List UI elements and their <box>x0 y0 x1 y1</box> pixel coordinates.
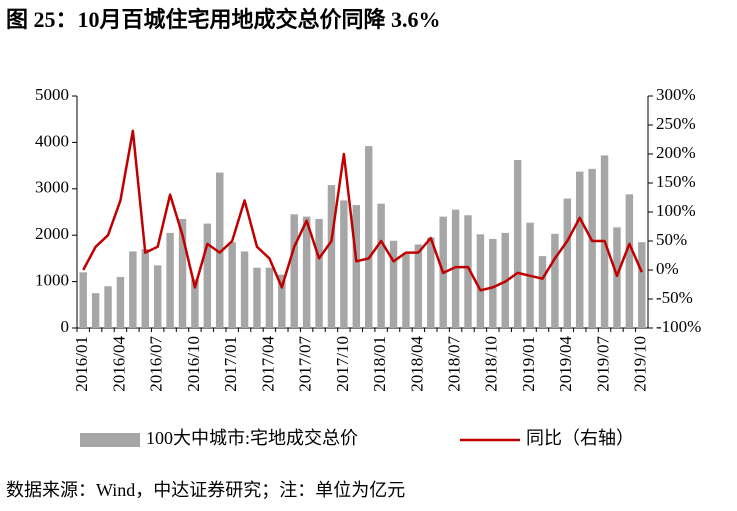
bar <box>116 276 125 328</box>
bar <box>364 146 373 328</box>
legend-label: 同比（右轴） <box>526 428 634 448</box>
bar <box>414 244 423 328</box>
bar <box>104 286 112 328</box>
y-tick-label: 2000 <box>35 224 69 243</box>
bar <box>389 240 398 328</box>
x-tick-label: 2019/04 <box>556 336 575 392</box>
legend-label: 100大中城市:宅地成交总价 <box>146 428 358 448</box>
bar <box>327 185 336 328</box>
bar <box>203 223 212 328</box>
source-note: 数据来源：Wind，中达证券研究；注：单位为亿元 <box>6 480 405 500</box>
bar <box>178 218 187 328</box>
bar <box>489 238 497 328</box>
bar <box>377 203 385 328</box>
x-tick-label: 2016/01 <box>72 336 91 392</box>
bar <box>352 205 361 328</box>
x-tick-label: 2017/04 <box>258 336 277 392</box>
y2-tick-label: -100% <box>656 317 701 336</box>
bar <box>315 218 323 328</box>
bar <box>588 168 596 328</box>
bar <box>513 160 522 328</box>
legend-swatch <box>80 433 140 447</box>
bar <box>153 265 162 328</box>
bar <box>265 267 274 328</box>
bar <box>638 242 646 328</box>
y-tick-label: 1000 <box>35 271 69 290</box>
bar <box>538 256 547 328</box>
bar <box>302 216 311 328</box>
y-tick-label: 3000 <box>35 178 69 197</box>
line <box>82 129 643 292</box>
bar <box>278 274 286 328</box>
y2-tick-label: 50% <box>656 230 687 249</box>
y-tick-label: 5000 <box>35 85 69 104</box>
bar <box>191 279 199 328</box>
x-tick-label: 2018/04 <box>407 336 426 392</box>
bar <box>451 209 460 328</box>
bar <box>129 251 137 328</box>
bar <box>240 251 249 328</box>
bar <box>464 215 472 328</box>
y2-tick-label: -50% <box>656 288 693 307</box>
bar <box>290 214 298 328</box>
x-tick-label: 2018/07 <box>445 336 464 392</box>
bar <box>166 232 174 328</box>
x-tick-label: 2017/07 <box>296 336 315 392</box>
x-tick-label: 2017/10 <box>333 336 352 392</box>
x-tick-label: 2018/10 <box>482 336 501 392</box>
bar <box>576 171 584 328</box>
bar <box>228 242 236 328</box>
bar <box>91 293 100 328</box>
y2-tick-label: 250% <box>656 114 696 133</box>
bar <box>402 253 410 328</box>
x-tick-label: 2016/10 <box>184 336 203 392</box>
y2-tick-label: 150% <box>656 172 696 191</box>
y-tick-label: 4000 <box>35 131 69 150</box>
y2-tick-label: 100% <box>656 201 696 220</box>
x-tick-label: 2016/04 <box>109 336 128 392</box>
y2-tick-label: 300% <box>656 85 696 104</box>
bar <box>253 267 261 328</box>
x-tick-label: 2019/10 <box>631 336 650 392</box>
bar <box>613 227 621 328</box>
x-tick-label: 2018/01 <box>370 336 389 392</box>
bar <box>625 194 634 328</box>
bar <box>476 234 485 328</box>
chart-title: 图 25：10月百城住宅用地成交总价同降 3.6% <box>6 7 441 32</box>
y-tick-label: 0 <box>61 317 70 336</box>
x-tick-label: 2019/01 <box>519 336 538 392</box>
bar <box>340 200 348 328</box>
y2-tick-label: 0% <box>656 259 679 278</box>
x-tick-label: 2017/01 <box>221 336 240 392</box>
bar <box>427 237 435 328</box>
bar <box>551 233 559 328</box>
x-tick-label: 2016/07 <box>147 336 166 392</box>
bar <box>216 172 224 328</box>
y2-tick-label: 200% <box>656 143 696 162</box>
x-tick-label: 2019/07 <box>593 336 612 392</box>
bar <box>563 198 572 328</box>
bar <box>79 272 87 328</box>
bar <box>141 249 149 328</box>
